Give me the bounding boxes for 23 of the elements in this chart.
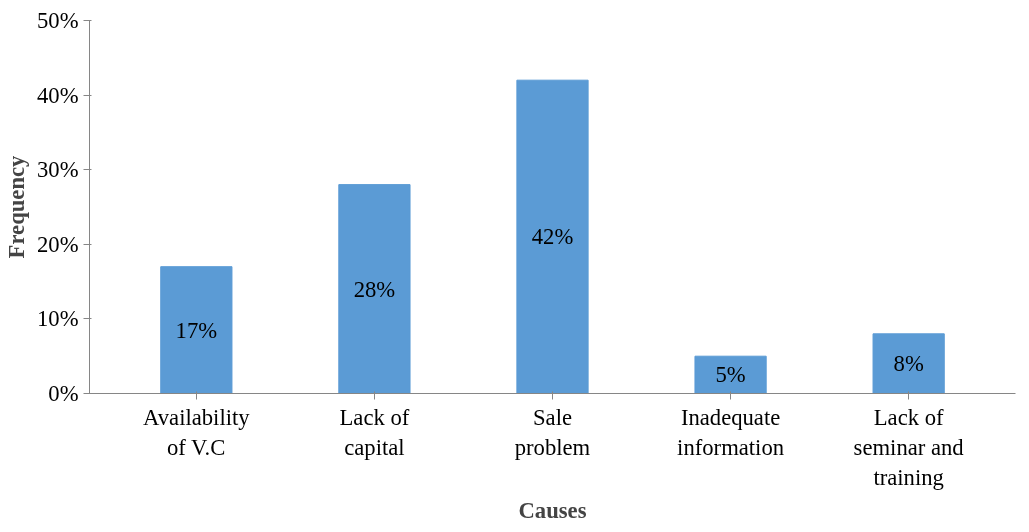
- y-tick-label: 0%: [48, 381, 79, 406]
- data-label: 17%: [175, 317, 218, 343]
- x-axis-title: Causes: [518, 497, 587, 523]
- x-tick-label: Lack of seminar and training: [853, 404, 965, 490]
- x-tick-label: Availability of V.C: [143, 404, 251, 460]
- y-tick-label: 20%: [36, 231, 79, 257]
- data-label: 8%: [893, 351, 924, 377]
- x-tick-label: Sale problem: [514, 404, 591, 460]
- y-axis-title: Frequency: [3, 154, 29, 259]
- bar: [338, 184, 411, 394]
- y-tick-label: 30%: [36, 157, 79, 183]
- y-tick-label: 10%: [36, 306, 79, 332]
- x-tick-label: Lack of capital: [339, 404, 410, 460]
- x-tick-label: Inadequate information: [677, 404, 785, 460]
- data-label: 28%: [353, 276, 396, 302]
- data-label: 5%: [715, 362, 746, 388]
- bar: [160, 266, 233, 394]
- bar: [694, 355, 767, 394]
- y-tick-label: 50%: [36, 8, 79, 33]
- bar: [872, 333, 945, 394]
- bar: [516, 79, 589, 394]
- y-tick-label: 40%: [36, 82, 79, 108]
- data-label: 42%: [531, 224, 574, 250]
